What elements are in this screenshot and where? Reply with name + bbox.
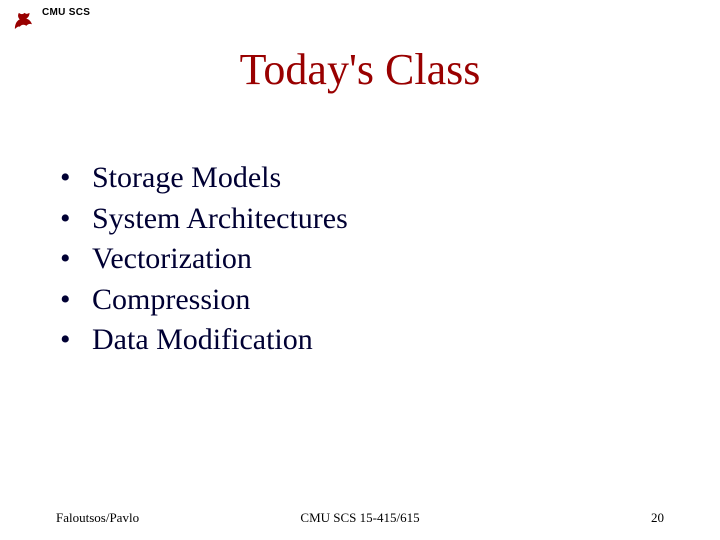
bullet-list: • Storage Models • System Architectures …: [60, 158, 348, 361]
header-label: CMU SCS: [42, 7, 90, 18]
bullet-icon: •: [60, 280, 92, 321]
slide-footer: Faloutsos/Pavlo CMU SCS 15-415/615 20: [0, 510, 720, 526]
bullet-icon: •: [60, 158, 92, 199]
footer-authors: Faloutsos/Pavlo: [56, 510, 139, 526]
list-item: • Storage Models: [60, 158, 348, 199]
bullet-text: Compression: [92, 280, 250, 321]
list-item: • System Architectures: [60, 199, 348, 240]
bullet-icon: •: [60, 320, 92, 361]
bullet-icon: •: [60, 199, 92, 240]
list-item: • Vectorization: [60, 239, 348, 280]
bullet-text: Storage Models: [92, 158, 281, 199]
slide-title: Today's Class: [0, 44, 720, 95]
slide-header: CMU SCS: [10, 8, 90, 34]
bullet-text: Data Modification: [92, 320, 313, 361]
list-item: • Compression: [60, 280, 348, 321]
cmu-dragon-icon: [10, 8, 36, 34]
footer-page-number: 20: [651, 510, 664, 526]
bullet-text: System Architectures: [92, 199, 348, 240]
footer-course: CMU SCS 15-415/615: [300, 510, 419, 526]
bullet-text: Vectorization: [92, 239, 252, 280]
list-item: • Data Modification: [60, 320, 348, 361]
bullet-icon: •: [60, 239, 92, 280]
